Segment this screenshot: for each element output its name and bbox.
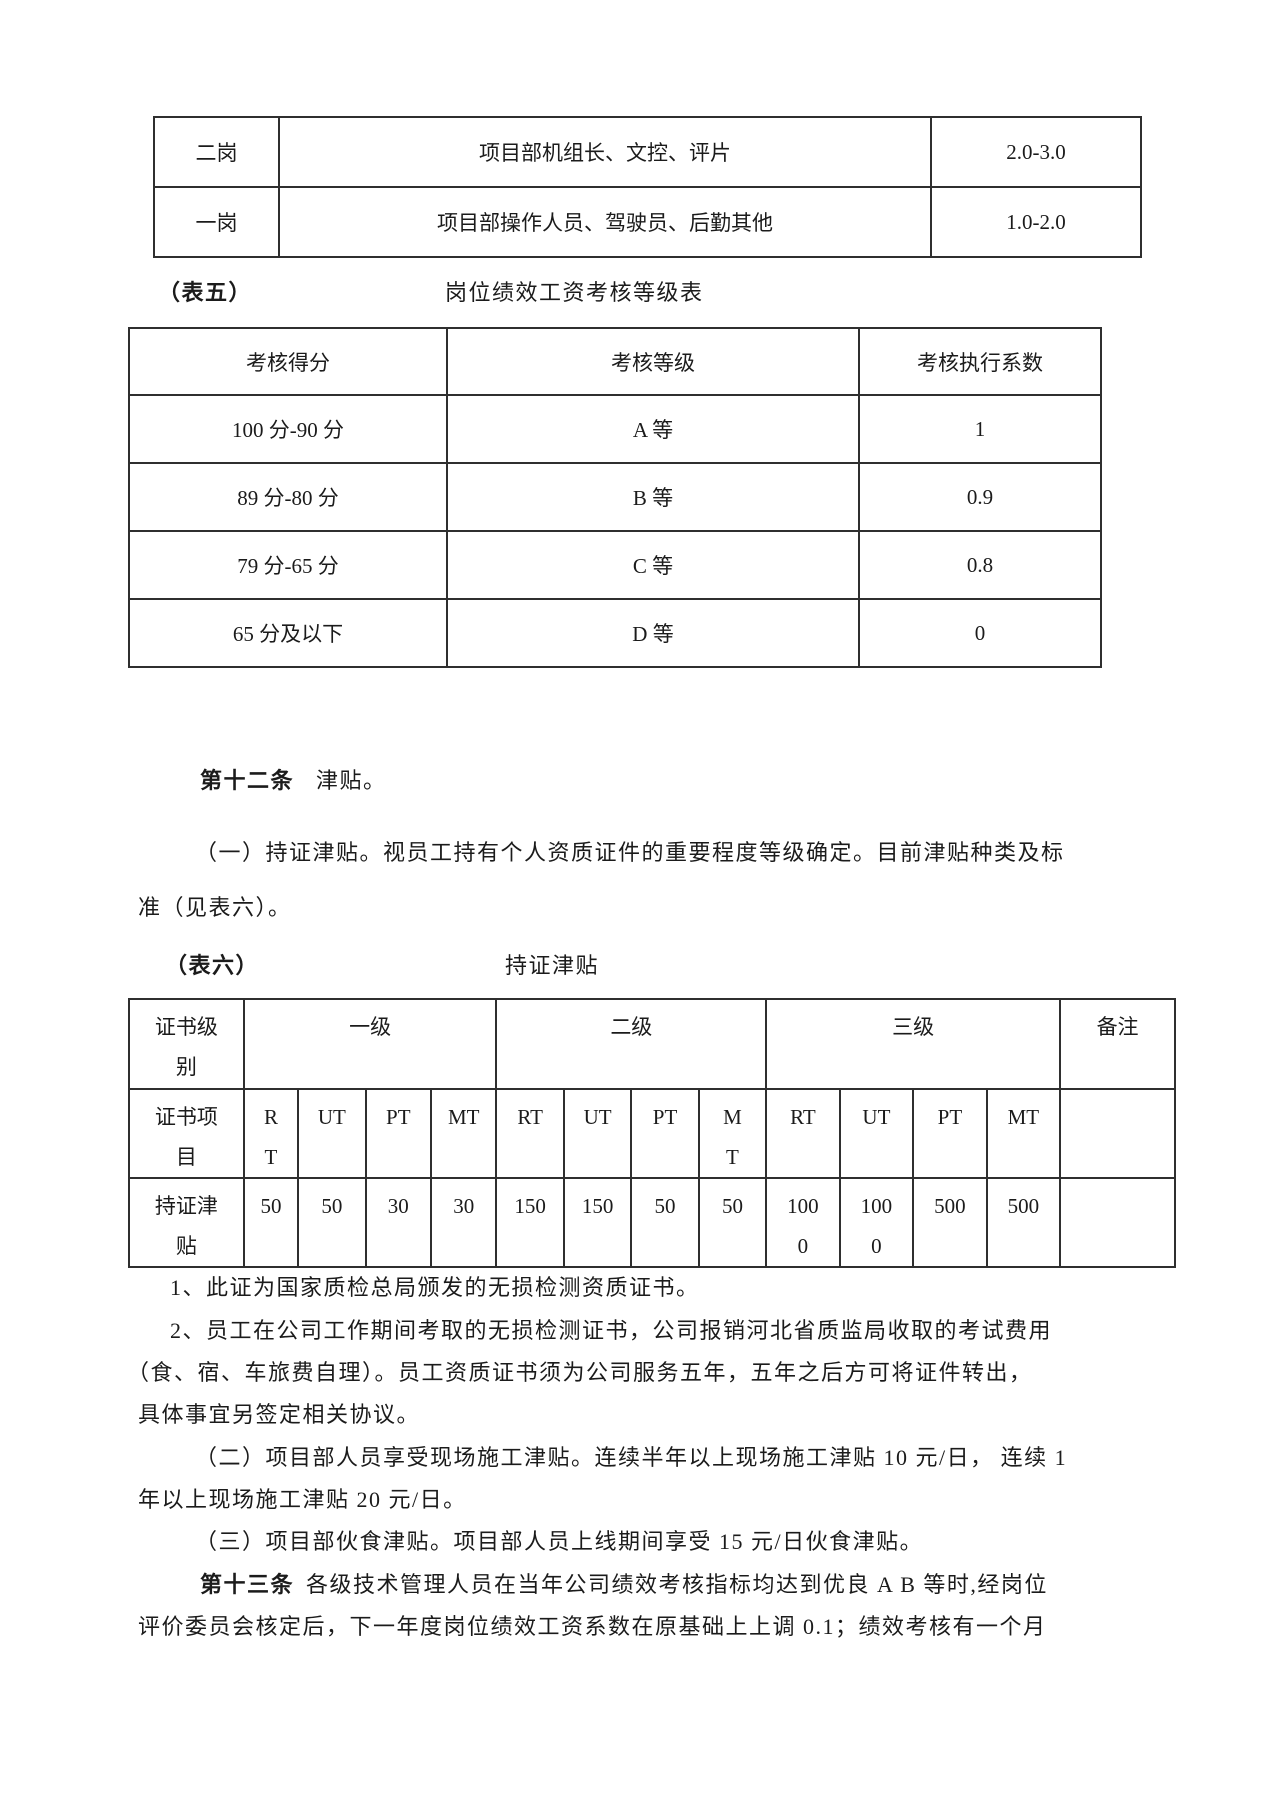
coef-cell: 0 <box>858 598 1102 668</box>
cert-item-cell: PT <box>630 1088 700 1179</box>
post-coef-cell: 1.0-2.0 <box>930 186 1142 258</box>
score-cell: 79 分-65 分 <box>128 530 448 600</box>
post-scope-cell: 项目部机组长、文控、评片 <box>278 116 932 188</box>
grade-cell: D 等 <box>446 598 860 668</box>
clause13-text: 各级技术管理人员在当年公司绩效考核指标均达到优良 A B 等时,经岗位 <box>306 1572 1048 1597</box>
table-row: 100 分-90 分 A 等 1 <box>128 394 1102 464</box>
allowance-value-cell: 100 0 <box>765 1177 841 1268</box>
cert-allowance-line1: （一）持证津贴。视员工持有个人资质证件的重要程度等级确定。目前津贴种类及标 <box>195 840 1065 865</box>
level3-group-cell: 三级 <box>765 998 1062 1090</box>
grade-cell: C 等 <box>446 530 860 600</box>
allowance-value-cell: 100 0 <box>838 1177 915 1268</box>
allowance-value-cell: 150 <box>495 1177 565 1268</box>
performance-grade-table: 考核得分 考核等级 考核执行系数 100 分-90 分 A 等 1 89 分-8… <box>128 327 1102 668</box>
cert-item-cell: UT <box>838 1088 915 1179</box>
clause12-line: 第十二条 津贴。 <box>200 765 387 797</box>
table-header-row: 证书级 别 一级 二级 三级 备注 <box>128 998 1176 1090</box>
clause12-heading: 第十二条 <box>200 768 295 793</box>
grade-cell: B 等 <box>446 462 860 532</box>
cert-items-label-cell: 证书项 目 <box>128 1088 245 1179</box>
clause12-text: 津贴。 <box>316 768 387 793</box>
table5-title: 岗位绩效工资考核等级表 <box>445 280 704 305</box>
table-header-row: 考核得分 考核等级 考核执行系数 <box>128 327 1102 396</box>
cert-items-row: 证书项 目 R T UT PT MT RT UT PT M T RT UT PT… <box>128 1088 1176 1179</box>
remark-header-cell: 备注 <box>1059 998 1176 1090</box>
allowance-value-cell: 50 <box>297 1177 367 1268</box>
allowance-value-cell: 30 <box>364 1177 433 1268</box>
table-row: 79 分-65 分 C 等 0.8 <box>128 530 1102 600</box>
certificate-allowance-table: 证书级 别 一级 二级 三级 备注 证书项 目 R T UT PT MT RT … <box>128 998 1176 1268</box>
post-coef-cell: 2.0-3.0 <box>930 116 1142 188</box>
cert-item-cell: M T <box>697 1088 768 1179</box>
table-row: 65 分及以下 D 等 0 <box>128 598 1102 668</box>
allowance-value-cell: 500 <box>985 1177 1062 1268</box>
table-row: 二岗 项目部机组长、文控、评片 2.0-3.0 <box>153 116 1142 188</box>
score-header-cell: 考核得分 <box>128 327 448 396</box>
clause13-heading: 第十三条 <box>200 1572 295 1597</box>
score-cell: 100 分-90 分 <box>128 394 448 464</box>
cert-allowance-line2: 准（见表六）。 <box>138 895 292 920</box>
note-2-line1: 2、员工在公司工作期间考取的无损检测证书，公司报销河北省质监局收取的考试费用 <box>170 1318 1053 1343</box>
allowance-value-cell: 50 <box>697 1177 768 1268</box>
coef-header-cell: 考核执行系数 <box>858 327 1102 396</box>
cert-item-cell: PT <box>364 1088 433 1179</box>
clause13-line2: 评价委员会核定后，下一年度岗位绩效工资系数在原基础上上调 0.1；绩效考核有一个… <box>138 1614 1047 1639</box>
note-1: 1、此证为国家质检总局颁发的无损检测资质证书。 <box>170 1275 700 1300</box>
allowance-value-cell: 50 <box>242 1177 300 1268</box>
remark-empty-cell <box>1059 1088 1176 1179</box>
cert-item-cell: RT <box>495 1088 565 1179</box>
coef-cell: 1 <box>858 394 1102 464</box>
allowance-value-cell: 150 <box>562 1177 633 1268</box>
allowance-value-cell: 50 <box>630 1177 700 1268</box>
clause13-line1: 第十三条 各级技术管理人员在当年公司绩效考核指标均达到优良 A B 等时,经岗位 <box>200 1569 1048 1601</box>
score-cell: 89 分-80 分 <box>128 462 448 532</box>
cert-level-corner-cell: 证书级 别 <box>128 998 245 1090</box>
cert-item-cell: R T <box>242 1088 300 1179</box>
allowance-value-cell: 500 <box>912 1177 988 1268</box>
cert-item-cell: MT <box>985 1088 1062 1179</box>
level1-group-cell: 一级 <box>242 998 498 1090</box>
cert-item-cell: MT <box>429 1088 498 1179</box>
allowance-value-cell: 30 <box>429 1177 498 1268</box>
table6-title: 持证津贴 <box>505 953 600 978</box>
post-grade-cell: 一岗 <box>153 186 280 258</box>
cert-item-cell: RT <box>765 1088 841 1179</box>
site-allowance-line2: 年以上现场施工津贴 20 元/日。 <box>138 1487 467 1512</box>
cert-item-cell: UT <box>562 1088 633 1179</box>
cert-item-cell: PT <box>912 1088 988 1179</box>
note-2-line2: （食、宿、车旅费自理）。员工资质证书须为公司服务五年，五年之后方可将证件转出， <box>127 1360 1033 1385</box>
note-2-line3: 具体事宜另签定相关协议。 <box>138 1402 421 1427</box>
allowance-label-cell: 持证津 贴 <box>128 1177 245 1268</box>
meal-allowance-line: （三）项目部伙食津贴。项目部人员上线期间享受 15 元/日伙食津贴。 <box>195 1529 924 1554</box>
post-scope-cell: 项目部操作人员、驾驶员、后勤其他 <box>278 186 932 258</box>
site-allowance-line1: （二）项目部人员享受现场施工津贴。连续半年以上现场施工津贴 10 元/日， 连续… <box>195 1445 1068 1470</box>
table6-label: （表六） <box>165 953 260 978</box>
table5-label: （表五） <box>158 280 253 305</box>
table-row: 一岗 项目部操作人员、驾驶员、后勤其他 1.0-2.0 <box>153 186 1142 258</box>
cert-item-cell: UT <box>297 1088 367 1179</box>
remark-empty-cell <box>1059 1177 1176 1268</box>
grade-cell: A 等 <box>446 394 860 464</box>
score-cell: 65 分及以下 <box>128 598 448 668</box>
coef-cell: 0.9 <box>858 462 1102 532</box>
level2-group-cell: 二级 <box>495 998 768 1090</box>
post-coefficient-table: 二岗 项目部机组长、文控、评片 2.0-3.0 一岗 项目部操作人员、驾驶员、后… <box>153 116 1142 258</box>
allowance-values-row: 持证津 贴 50 50 30 30 150 150 50 50 100 0 10… <box>128 1177 1176 1268</box>
table-row: 89 分-80 分 B 等 0.9 <box>128 462 1102 532</box>
coef-cell: 0.8 <box>858 530 1102 600</box>
grade-header-cell: 考核等级 <box>446 327 860 396</box>
post-grade-cell: 二岗 <box>153 116 280 188</box>
